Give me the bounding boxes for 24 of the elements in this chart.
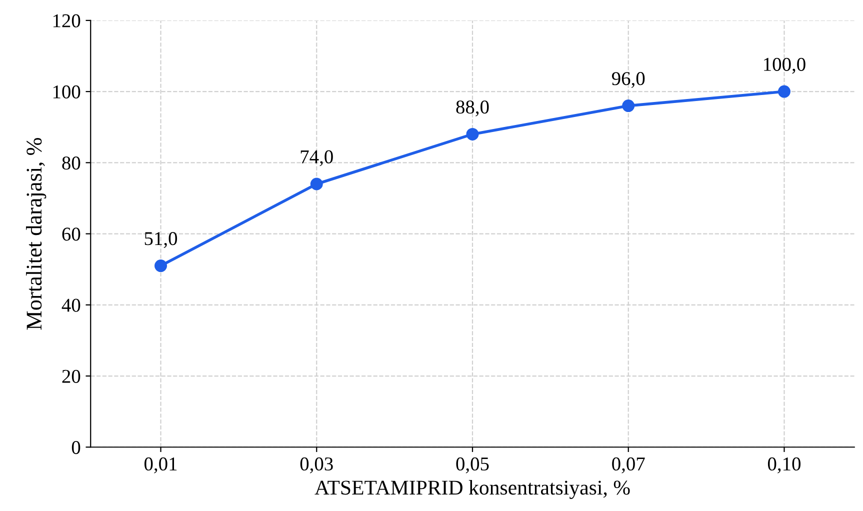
x-tick-label: 0,03 xyxy=(300,457,333,474)
point xyxy=(154,260,168,272)
data-label: 74,0 xyxy=(300,150,333,166)
x-tick-label: 0,01 xyxy=(144,457,177,474)
data-label: 88,0 xyxy=(456,100,489,116)
point xyxy=(466,128,479,140)
y-tick-label: 60 xyxy=(62,228,80,241)
x-tick-label: 0,05 xyxy=(456,457,489,474)
data-label: 96,0 xyxy=(612,72,645,88)
y-tick-label: 100 xyxy=(53,85,80,98)
point xyxy=(778,85,790,98)
x-tick-label: 0,10 xyxy=(768,457,800,474)
data-label: 51,0 xyxy=(144,232,178,248)
y-axis-title: Mortalitet darajasi, % xyxy=(26,138,46,330)
y-tick-label: 120 xyxy=(53,14,80,28)
x-axis-title: ATSETAMIPRID konsentratsiyasi, % xyxy=(314,480,630,499)
y-tick-label: 40 xyxy=(62,298,80,312)
y-tick-label: 80 xyxy=(62,156,80,170)
point xyxy=(310,178,323,190)
data-label: 100,0 xyxy=(764,58,806,74)
x-tick-label: 0,07 xyxy=(612,457,645,474)
point xyxy=(622,100,635,112)
y-tick-label: 20 xyxy=(62,370,80,383)
y-tick-label: 0 xyxy=(72,440,80,454)
